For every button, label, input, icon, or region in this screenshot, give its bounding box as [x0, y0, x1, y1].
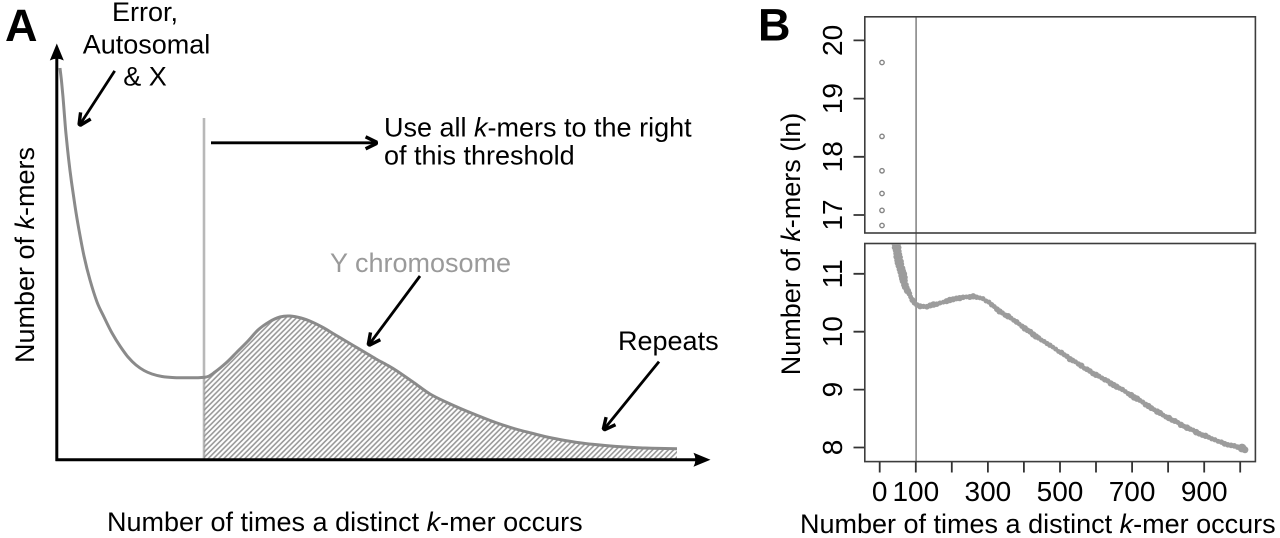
svg-text:Autosomal: Autosomal [83, 30, 211, 60]
svg-text:Repeats: Repeats [618, 326, 719, 356]
svg-text:Y chromosome: Y chromosome [330, 248, 511, 278]
svg-text:700: 700 [1109, 476, 1156, 507]
svg-text:Number of times a distinct k-m: Number of times a distinct k-mer occurs [800, 509, 1276, 538]
svg-text:8: 8 [817, 440, 848, 456]
svg-text:& X: & X [123, 62, 167, 92]
svg-text:of this threshold: of this threshold [384, 141, 575, 171]
svg-text:500: 500 [1037, 476, 1084, 507]
svg-text:9: 9 [817, 382, 848, 398]
svg-text:17: 17 [817, 199, 848, 230]
svg-text:A: A [5, 0, 38, 51]
svg-text:Number of times a distinct k-m: Number of times a distinct k-mer occurs [107, 507, 583, 537]
svg-text:18: 18 [817, 141, 848, 172]
svg-text:0: 0 [872, 476, 888, 507]
svg-text:B: B [758, 0, 791, 51]
svg-text:Use all k-mers to the right: Use all k-mers to the right [384, 113, 692, 143]
svg-text:11: 11 [817, 259, 848, 288]
svg-text:Error,: Error, [112, 0, 178, 27]
svg-text:20: 20 [817, 25, 848, 56]
svg-text:Number of k-mers (ln): Number of k-mers (ln) [776, 113, 806, 376]
svg-text:300: 300 [965, 476, 1012, 507]
svg-text:100: 100 [892, 476, 939, 507]
svg-text:900: 900 [1181, 476, 1228, 507]
svg-text:19: 19 [817, 83, 848, 114]
svg-text:10: 10 [817, 316, 848, 347]
svg-text:Number of k-mers: Number of k-mers [10, 147, 40, 363]
